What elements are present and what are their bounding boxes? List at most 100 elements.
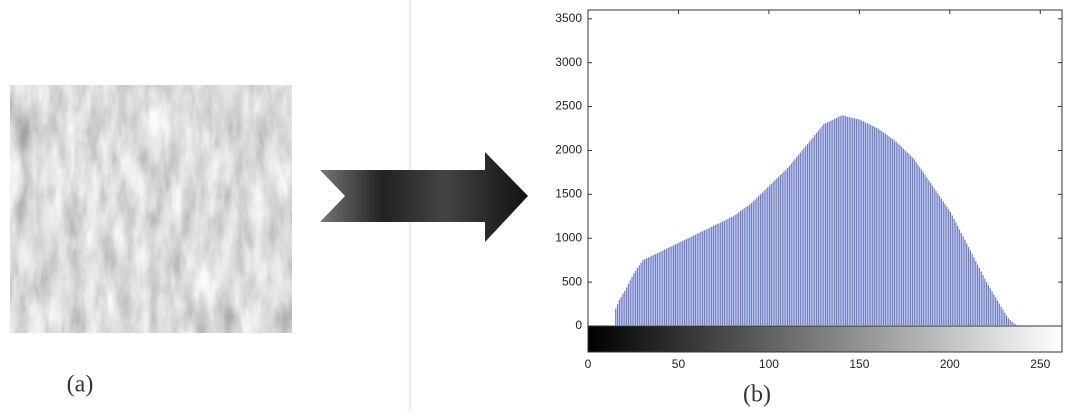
bar: [674, 244, 677, 326]
bar: [777, 176, 780, 326]
bar: [937, 193, 939, 326]
bar: [978, 268, 981, 326]
bar: [763, 190, 765, 326]
arrow: [320, 152, 528, 242]
bar: [808, 141, 810, 326]
x-tick-label: 150: [849, 357, 869, 371]
bar: [826, 122, 829, 326]
bar: [922, 172, 924, 326]
bar: [873, 126, 876, 326]
bar: [734, 214, 736, 326]
bar: [944, 203, 946, 326]
x-tick-label: 100: [759, 357, 779, 371]
bar: [879, 129, 881, 326]
bar: [776, 178, 778, 326]
bar: [792, 161, 794, 326]
caption-b: (b): [743, 382, 771, 408]
bar: [814, 135, 816, 326]
bar: [1014, 324, 1017, 326]
bar: [662, 250, 664, 326]
bar: [991, 291, 993, 326]
bar: [636, 268, 639, 326]
bar: [727, 218, 729, 326]
bar: [875, 127, 877, 326]
bar: [960, 232, 962, 326]
bar: [631, 276, 633, 326]
caption-a: (a): [67, 372, 94, 398]
bar: [899, 145, 901, 326]
y-tick-label: 500: [562, 274, 582, 288]
bar: [881, 131, 883, 326]
bar: [703, 230, 706, 326]
bar: [967, 247, 970, 326]
bar: [928, 180, 930, 326]
bar: [747, 205, 749, 326]
bar: [834, 118, 836, 326]
bar: [705, 229, 707, 326]
bar: [882, 132, 885, 326]
bar: [790, 163, 792, 326]
bar: [732, 216, 734, 326]
bar: [835, 117, 838, 326]
bar: [658, 252, 660, 326]
bar: [886, 135, 888, 326]
bar: [622, 293, 624, 326]
bar: [730, 217, 733, 326]
bar: [872, 125, 874, 326]
bar: [966, 243, 968, 326]
bar: [938, 196, 941, 326]
bar: [844, 116, 847, 326]
bar: [998, 303, 1000, 326]
bar: [843, 115, 845, 327]
bar: [924, 175, 926, 326]
y-tick-label: 2500: [555, 99, 582, 113]
bar: [996, 300, 999, 326]
bar: [906, 152, 908, 326]
bar: [870, 124, 872, 326]
colorbar: [588, 326, 1062, 352]
bar: [953, 218, 955, 326]
bar: [1016, 325, 1019, 326]
bar: [911, 157, 914, 326]
bar: [656, 253, 659, 326]
bar: [801, 150, 803, 326]
bar: [888, 136, 890, 326]
bar: [1009, 319, 1011, 326]
bar: [754, 199, 756, 326]
x-tick-label: 200: [940, 357, 960, 371]
bar: [837, 117, 839, 326]
bar: [645, 258, 648, 326]
bar: [803, 148, 805, 326]
bar: [718, 223, 720, 326]
bar: [644, 259, 646, 326]
bar: [738, 212, 740, 326]
bar: [895, 141, 897, 326]
bar: [964, 239, 966, 326]
bar: [908, 153, 910, 326]
bar: [805, 146, 807, 326]
bar: [957, 225, 959, 326]
bar: [796, 157, 798, 326]
bar: [935, 190, 937, 326]
bar: [897, 143, 899, 326]
bar: [933, 188, 935, 326]
bar: [739, 211, 742, 326]
bar: [910, 155, 912, 326]
bar: [654, 254, 657, 326]
bar: [893, 140, 896, 326]
bar: [665, 248, 668, 326]
bar: [707, 228, 709, 326]
bar: [942, 201, 944, 326]
bar: [902, 148, 905, 326]
bar: [633, 273, 635, 326]
bar: [749, 204, 751, 326]
bar: [859, 119, 861, 326]
bar: [861, 120, 863, 326]
bar: [823, 124, 825, 326]
bar: [877, 128, 879, 326]
bar: [779, 175, 782, 326]
y-tick-label: 3000: [555, 55, 582, 69]
bar: [853, 118, 856, 327]
bar: [651, 255, 653, 326]
